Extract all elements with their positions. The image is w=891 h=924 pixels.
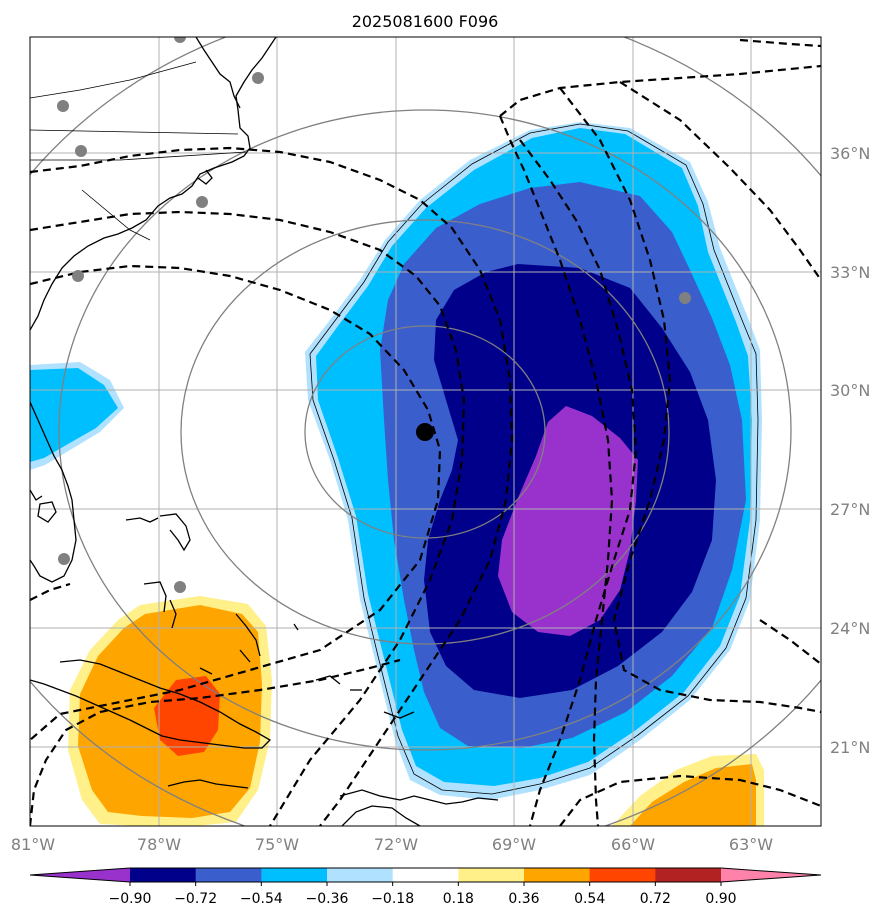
state-borders	[30, 61, 247, 241]
contour-fill-orange	[630, 764, 756, 826]
latitude-labels: 36°N 33°N 30°N 27°N 24°N 21°N	[830, 144, 870, 757]
colorbar-tick-label: 0.90	[705, 891, 736, 907]
storm-center-marker	[416, 423, 434, 441]
dashed-contours	[30, 38, 821, 826]
lon-label: 78°W	[137, 835, 181, 854]
colorbar-segment	[261, 868, 328, 882]
colorbar-segment	[392, 868, 459, 882]
longitude-labels: 81°W 78°W 75°W 72°W 69°W 66°W 63°W	[11, 835, 773, 854]
lat-label: 36°N	[830, 144, 870, 163]
colorbar-tick-label: −0.36	[306, 891, 349, 907]
lon-label: 66°W	[611, 835, 655, 854]
negative-anomaly-region	[305, 122, 762, 800]
colorbar-segment	[458, 868, 525, 882]
contour-fill-sky	[30, 368, 118, 462]
lat-label: 27°N	[830, 500, 870, 519]
range-rings	[30, 37, 821, 826]
map-frame	[29, 36, 822, 827]
colorbar: −0.90 −0.72 −0.54 −0.36 −0.18 0.18 0.36 0.54 0.7…	[29, 867, 822, 907]
colorbar-tick-label: −0.54	[240, 891, 283, 907]
lat-label: 24°N	[830, 619, 870, 638]
colorbar-tick-label: 0.54	[574, 891, 605, 907]
colorbar-tick-label: 0.18	[443, 891, 474, 907]
lon-label: 81°W	[11, 835, 55, 854]
lat-label: 21°N	[830, 738, 870, 757]
colorbar-extend-low	[30, 868, 130, 882]
colorbar-segment	[524, 868, 591, 882]
colorbar-tick-label: 0.72	[640, 891, 671, 907]
contour-outline	[309, 123, 759, 795]
lat-label: 30°N	[830, 381, 870, 400]
map-plot-area	[30, 37, 821, 826]
lon-label: 69°W	[492, 835, 536, 854]
contour-fill-red-orange	[154, 676, 220, 756]
colorbar-segment	[589, 868, 656, 882]
colorbar-segment	[195, 868, 262, 882]
colorbar-tick-label: −0.72	[174, 891, 217, 907]
lat-label: 33°N	[830, 263, 870, 282]
colorbar-extend-high	[721, 868, 821, 882]
lon-label: 72°W	[374, 835, 418, 854]
contour-fill-violet	[498, 406, 638, 636]
colorbar-tick-label: 0.36	[508, 891, 539, 907]
colorbar-segment	[130, 868, 197, 882]
cuba-anomaly-region	[68, 596, 272, 826]
lon-label: 75°W	[255, 835, 299, 854]
station-markers	[57, 37, 691, 593]
bahamas-anomaly-region	[30, 362, 124, 470]
colorbar-segment	[327, 868, 394, 882]
map-title: 2025081600 F096	[352, 12, 499, 31]
colorbar-tick-label: −0.90	[109, 891, 152, 907]
colorbar-segment	[655, 868, 722, 882]
lon-label: 63°W	[729, 835, 773, 854]
colorbar-tick-label: −0.18	[371, 891, 414, 907]
